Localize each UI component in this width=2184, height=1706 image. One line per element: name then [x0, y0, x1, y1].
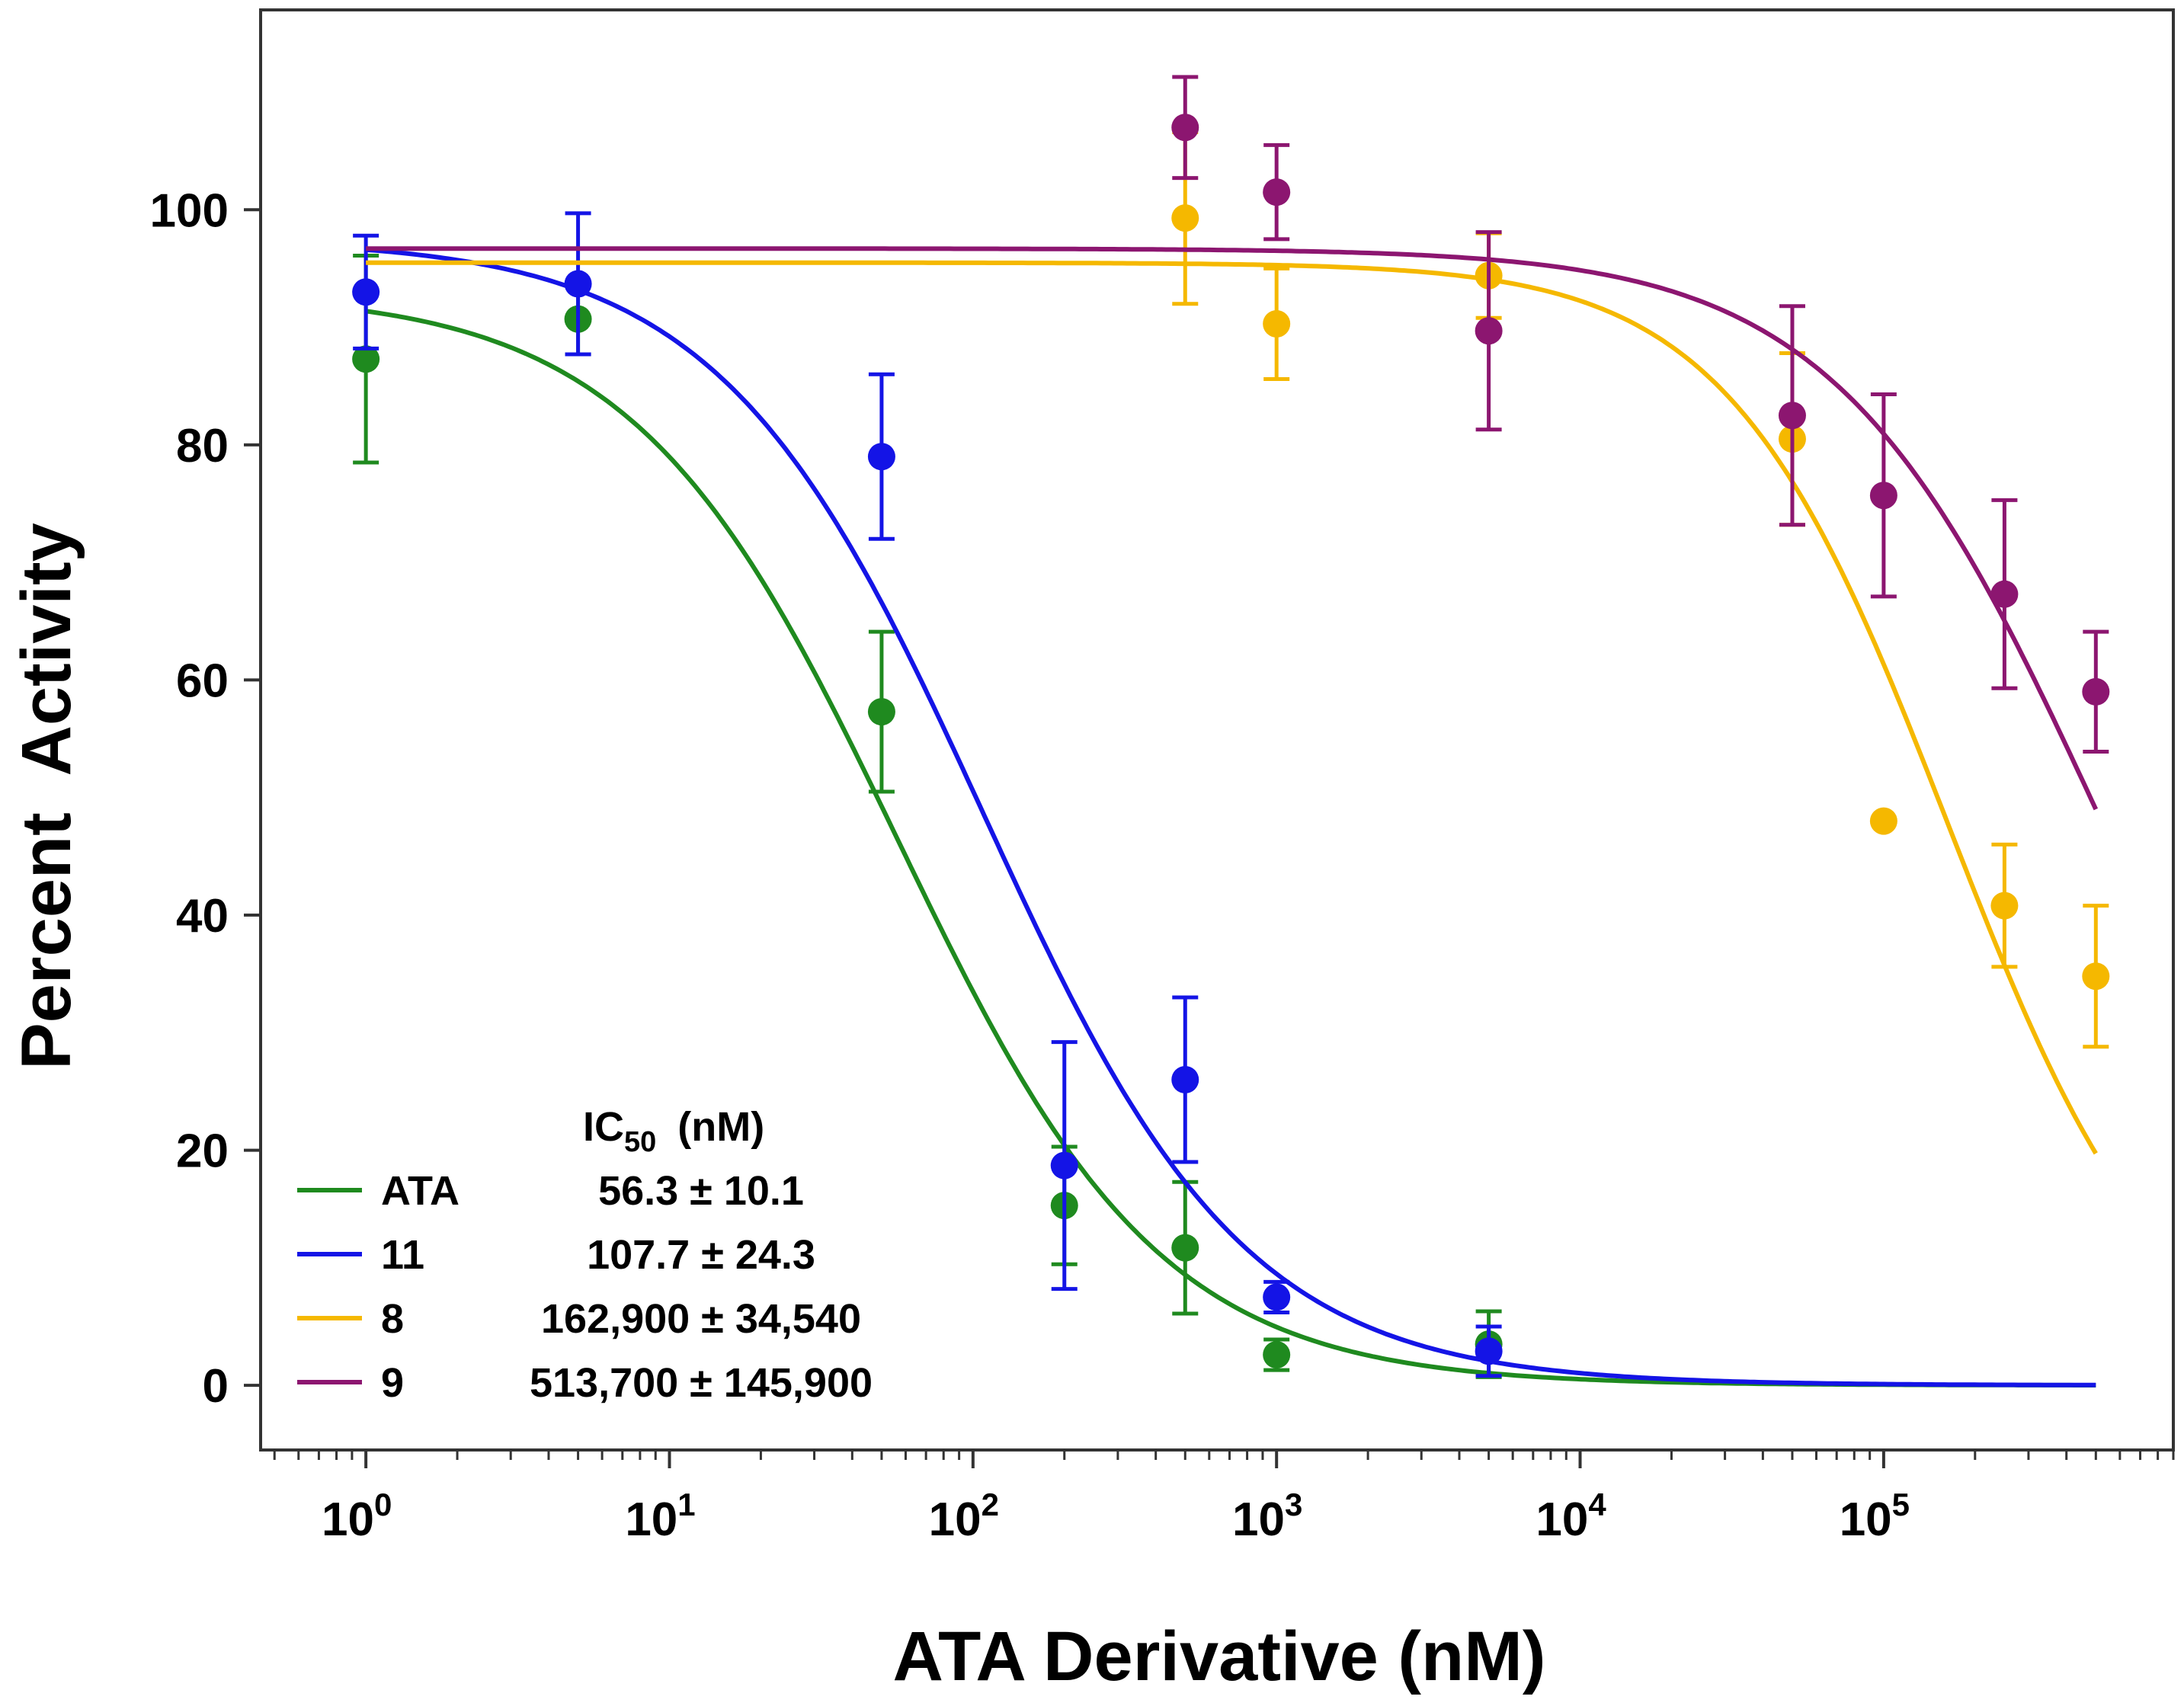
x-tick-base: 10 — [929, 1493, 982, 1546]
x-tick-exponent: 2 — [982, 1487, 999, 1522]
legend-ic50-ATA: 56.3 ± 10.1 — [598, 1168, 804, 1214]
legend-ic50-9: 513,700 ± 145,900 — [530, 1360, 873, 1406]
x-tick-base: 10 — [1840, 1493, 1892, 1546]
fit-curve-ATA — [365, 309, 2096, 1388]
data-point — [564, 270, 592, 298]
data-point — [1171, 1234, 1199, 1262]
fit-curve-9 — [366, 246, 2099, 811]
x-tick-base: 10 — [1232, 1493, 1285, 1546]
data-point — [867, 698, 895, 726]
fit-curve-8 — [366, 260, 2098, 1155]
data-point — [1475, 1337, 1503, 1365]
legend-ic50-8: 162,900 ± 34,540 — [541, 1296, 861, 1342]
data-point — [1263, 1283, 1291, 1311]
y-tick-label: 100 — [150, 184, 229, 237]
x-tick-exponent: 1 — [677, 1487, 695, 1522]
legend-header-sub: 50 — [624, 1126, 656, 1158]
ic50-legend: IC50 (nM) ATA 56.3 ± 10.1 11 107.7 ± 24.3 8 16… — [297, 1104, 873, 1406]
legend-label-8: 8 — [381, 1296, 404, 1342]
data-point — [1475, 317, 1503, 345]
x-axis: 100 101 102 103 104 105 — [273, 1450, 2175, 1546]
x-axis-title: ATA Derivative (nM) — [892, 1618, 1545, 1695]
legend-header-unit: (nM) — [677, 1104, 764, 1150]
data-point — [1869, 807, 1897, 835]
x-tick-exponent: 0 — [374, 1487, 392, 1522]
x-tick-label: 105 — [1840, 1487, 1910, 1546]
x-tick-base: 10 — [322, 1493, 374, 1546]
data-point — [867, 443, 895, 471]
y-tick-label: 60 — [176, 655, 229, 707]
data-point — [1171, 204, 1199, 232]
data-point — [1263, 178, 1291, 206]
data-point — [1990, 580, 2019, 608]
x-tick-exponent: 4 — [1588, 1487, 1606, 1522]
legend-label-11: 11 — [381, 1232, 424, 1278]
legend-label-9: 9 — [381, 1360, 404, 1406]
data-point — [1869, 482, 1897, 510]
data-point — [1778, 402, 1806, 430]
series-11 — [352, 211, 2096, 1388]
x-tick-base: 10 — [625, 1493, 677, 1546]
x-tick-label: 102 — [929, 1487, 999, 1546]
x-tick-label: 104 — [1536, 1487, 1606, 1546]
data-point — [1171, 114, 1199, 142]
plot-frame — [259, 8, 2175, 1452]
x-tick-label: 101 — [625, 1487, 695, 1546]
x-tick-exponent: 3 — [1285, 1487, 1302, 1522]
fit-curve-11 — [365, 247, 2096, 1388]
data-point — [1171, 1066, 1199, 1093]
y-tick-label: 80 — [176, 420, 229, 472]
x-tick-exponent: 5 — [1892, 1487, 1910, 1522]
y-tick-label: 40 — [176, 890, 229, 943]
x-tick-label: 100 — [322, 1487, 392, 1546]
legend-header: IC50 (nM) — [583, 1104, 764, 1158]
data-point — [2082, 962, 2110, 991]
x-tick-label: 103 — [1232, 1487, 1302, 1546]
data-series — [352, 75, 2110, 1388]
y-tick-label: 0 — [203, 1360, 229, 1413]
data-point — [1263, 309, 1291, 338]
y-axis-title: Percent Activity — [8, 523, 85, 1070]
data-point — [1050, 1151, 1078, 1179]
data-point — [352, 345, 380, 373]
data-point — [352, 278, 380, 306]
series-9 — [366, 75, 2110, 811]
data-point — [1263, 1341, 1291, 1369]
x-tick-base: 10 — [1536, 1493, 1588, 1546]
series-8 — [366, 130, 2110, 1155]
y-tick-label: 20 — [176, 1125, 229, 1178]
y-axis: 0 20 40 60 80 100 — [150, 184, 261, 1413]
data-point — [1990, 891, 2019, 920]
legend-label-ATA: ATA — [381, 1168, 460, 1214]
series-ATA — [352, 253, 2096, 1388]
legend-header-main: IC — [583, 1104, 624, 1150]
data-point — [2082, 677, 2110, 706]
legend-ic50-11: 107.7 ± 24.3 — [587, 1232, 815, 1278]
